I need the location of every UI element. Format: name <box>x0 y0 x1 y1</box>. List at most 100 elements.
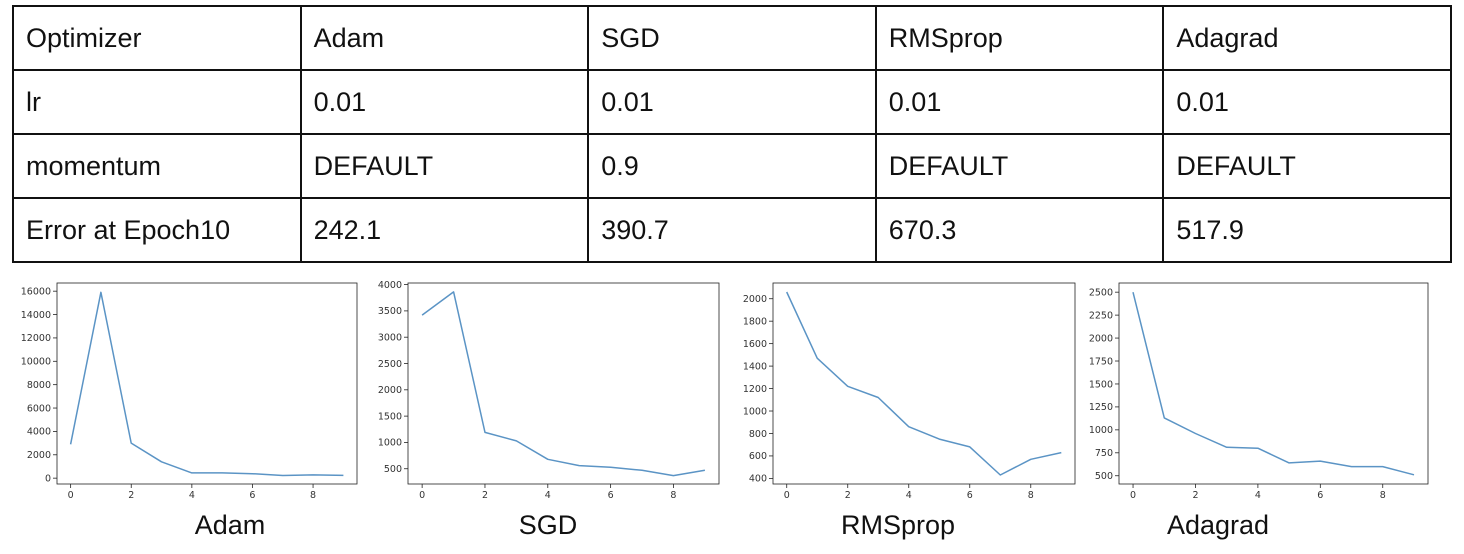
rmsprop-ytick-label: 1400 <box>743 361 767 372</box>
adam-xtick-label: 8 <box>310 490 316 501</box>
optimizer-header-sgd-cell: SGD <box>587 5 877 71</box>
lr-rmsprop-cell: 0.01 <box>874 69 1165 135</box>
adagrad-plot-caption: Adagrad <box>1166 510 1270 540</box>
rmsprop-plot-caption: RMSprop <box>840 510 956 540</box>
adagrad-xtick-label: 4 <box>1255 490 1261 501</box>
adam-ytick-label: 2000 <box>27 450 51 461</box>
adagrad-xtick-labels: 0 2 4 6 8 <box>1130 490 1386 501</box>
sgd-ytick-label: 4000 <box>378 280 402 291</box>
lr-adagrad-cell: 0.01 <box>1162 69 1452 135</box>
adam-ytick-label: 8000 <box>27 380 51 391</box>
optimizer-header-rmsprop-cell: RMSprop <box>874 5 1165 71</box>
optimizer-header-adagrad-cell: Adagrad <box>1162 5 1452 71</box>
adagrad-ytick-label: 500 <box>1095 471 1113 482</box>
sgd-xtick-label: 6 <box>608 490 614 501</box>
momentum-sgd-cell: 0.9 <box>587 133 877 199</box>
adagrad-ytick-label: 1250 <box>1089 402 1113 413</box>
sgd-ytick-label: 2500 <box>378 359 402 370</box>
adam-axes-frame <box>56 282 358 485</box>
rmsprop-xtick-labels: 0 2 4 6 8 <box>784 490 1034 501</box>
adagrad-loss-line <box>1132 292 1415 476</box>
lr-row: lr 0.01 0.01 0.01 0.01 <box>12 69 1452 135</box>
rmsprop-axes-frame <box>772 282 1076 485</box>
momentum-label-cell: momentum <box>12 133 302 199</box>
adam-xtick-label: 6 <box>249 490 255 501</box>
rmsprop-ytick-label: 2000 <box>743 294 767 305</box>
sgd-ytick-label: 2000 <box>378 385 402 396</box>
rmsprop-ytick-label: 1800 <box>743 316 767 327</box>
momentum-rmsprop-cell: DEFAULT <box>874 133 1165 199</box>
rmsprop-xtick-label: 6 <box>967 490 973 501</box>
rmsprop-xtick-label: 4 <box>906 490 912 501</box>
error-rmsprop-cell: 670.3 <box>874 197 1165 263</box>
sgd-xtick-labels: 0 2 4 6 8 <box>419 490 676 501</box>
adagrad-chart-svg: 500 750 1000 1250 1500 1750 2000 2250 2500 <box>1089 282 1429 488</box>
sgd-ytick-label: 500 <box>384 464 402 475</box>
optimizer-header-adam-cell: Adam <box>299 5 590 71</box>
sgd-xtick-label: 0 <box>419 490 425 501</box>
momentum-adam-cell: DEFAULT <box>299 133 590 199</box>
adam-ytick-label: 10000 <box>21 357 51 368</box>
adagrad-xtick-label: 8 <box>1380 490 1386 501</box>
adagrad-ytick-label: 1500 <box>1089 379 1113 390</box>
adam-xtick-label: 2 <box>128 490 134 501</box>
rmsprop-loss-line <box>786 291 1062 476</box>
rmsprop-ytick-label: 800 <box>749 429 767 440</box>
error-adagrad-cell: 517.9 <box>1162 197 1452 263</box>
adagrad-ytick-label: 750 <box>1095 448 1113 459</box>
rmsprop-xtick-label: 2 <box>845 490 851 501</box>
momentum-row: momentum DEFAULT 0.9 DEFAULT DEFAULT <box>12 133 1452 199</box>
adam-xtick-labels: 0 2 4 6 8 <box>68 490 316 501</box>
sgd-chart-svg: 500 1000 1500 2000 2500 3000 3500 4000 <box>378 280 720 488</box>
rmsprop-ytick-label: 400 <box>749 474 767 485</box>
error-row: Error at Epoch10 242.1 390.7 670.3 517.9 <box>12 197 1452 263</box>
rmsprop-ytick-label: 1200 <box>743 384 767 395</box>
optimizer-header-row: Optimizer Adam SGD RMSprop Adagrad <box>12 5 1452 71</box>
sgd-ytick-label: 1500 <box>378 411 402 422</box>
adam-loss-plot: 0 2000 4000 6000 8000 10000 12000 14000 16000 0 2 4… <box>12 278 368 502</box>
sgd-xtick-label: 4 <box>545 490 551 501</box>
error-sgd-cell: 390.7 <box>587 197 877 263</box>
adam-ytick-label: 0 <box>45 473 51 484</box>
sgd-xtick-label: 8 <box>670 490 676 501</box>
error-adam-cell: 242.1 <box>299 197 590 263</box>
adagrad-xtick-label: 2 <box>1192 490 1198 501</box>
adam-plot-caption: Adam <box>194 510 266 540</box>
adagrad-ytick-label: 2000 <box>1089 333 1113 344</box>
optimizer-config-table: Optimizer Adam SGD RMSprop Adagrad lr 0.01 0.01… <box>12 5 1452 263</box>
adagrad-ytick-label: 2250 <box>1089 310 1113 321</box>
sgd-loss-plot: 500 1000 1500 2000 2500 3000 3500 4000 0 2 4 6 8 <box>373 278 729 502</box>
adagrad-xtick-label: 0 <box>1130 490 1136 501</box>
sgd-ytick-label: 1000 <box>378 438 402 449</box>
sgd-axes-frame <box>407 282 720 485</box>
adam-ytick-label: 16000 <box>21 286 51 297</box>
rmsprop-chart-svg: 400 600 800 1000 1200 1400 1600 1800 2000 <box>743 282 1076 488</box>
adagrad-loss-plot: 500 750 1000 1250 1500 1750 2000 2250 2500 0 2 4 6 8 <box>1083 278 1433 502</box>
sgd-plot-caption: SGD <box>518 510 578 540</box>
rmsprop-xtick-label: 0 <box>784 490 790 501</box>
adagrad-ytick-label: 1750 <box>1089 356 1113 367</box>
lr-adam-cell: 0.01 <box>299 69 590 135</box>
sgd-ytick-label: 3000 <box>378 332 402 343</box>
lr-sgd-cell: 0.01 <box>587 69 877 135</box>
sgd-xtick-label: 2 <box>482 490 488 501</box>
adam-xtick-label: 0 <box>68 490 74 501</box>
rmsprop-xtick-label: 8 <box>1028 490 1034 501</box>
error-label-cell: Error at Epoch10 <box>12 197 302 263</box>
adam-ytick-label: 4000 <box>27 427 51 438</box>
adam-chart-svg: 0 2000 4000 6000 8000 10000 12000 14000 16000 <box>21 282 358 488</box>
rmsprop-ytick-label: 600 <box>749 451 767 462</box>
sgd-ytick-label: 3500 <box>378 306 402 317</box>
adam-ytick-label: 6000 <box>27 403 51 414</box>
adagrad-ytick-label: 1000 <box>1089 425 1113 436</box>
adam-ytick-label: 12000 <box>21 333 51 344</box>
momentum-adagrad-cell: DEFAULT <box>1162 133 1452 199</box>
adagrad-axes-frame <box>1118 282 1429 485</box>
rmsprop-loss-plot: 400 600 800 1000 1200 1400 1600 1800 2000 0 2 4 6 8 <box>735 278 1085 502</box>
adagrad-ytick-label: 2500 <box>1089 287 1113 298</box>
adagrad-xtick-label: 6 <box>1317 490 1323 501</box>
rmsprop-ytick-label: 1600 <box>743 339 767 350</box>
optimizer-header-label-cell: Optimizer <box>12 5 302 71</box>
rmsprop-ytick-label: 1000 <box>743 406 767 417</box>
